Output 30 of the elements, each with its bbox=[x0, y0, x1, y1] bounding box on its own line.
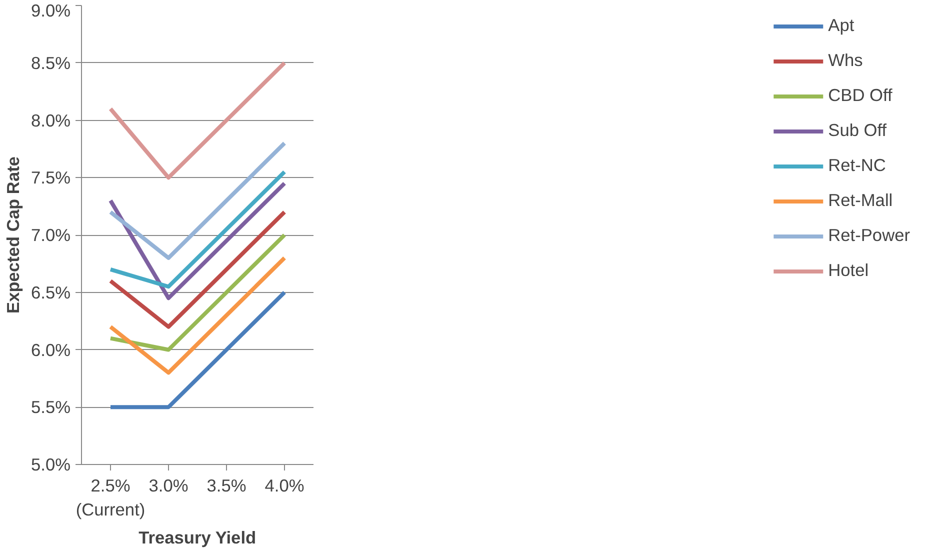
legend-label: Ret-Power bbox=[828, 225, 910, 246]
legend-label: CBD Off bbox=[828, 85, 892, 106]
y-tick-label: 7.0% bbox=[31, 225, 71, 245]
x-axis-title: Treasury Yield bbox=[138, 528, 256, 548]
line-series bbox=[108, 60, 286, 180]
y-tick-label: 6.5% bbox=[31, 282, 71, 302]
y-tick-label: 5.0% bbox=[31, 454, 71, 474]
y-tick-label: 7.5% bbox=[31, 168, 71, 188]
line-series bbox=[108, 141, 286, 260]
line-series bbox=[108, 181, 286, 300]
legend-label: Sub Off bbox=[828, 120, 887, 141]
x-tick-label: 2.5% (Current) bbox=[76, 476, 146, 520]
y-axis-title: Expected Cap Rate bbox=[3, 156, 24, 314]
line-series bbox=[108, 256, 286, 375]
legend-label: Hotel bbox=[828, 260, 869, 281]
legend-label: Whs bbox=[828, 50, 863, 71]
line-series bbox=[108, 233, 286, 352]
y-tick-label: 5.5% bbox=[31, 397, 71, 418]
line-series bbox=[108, 170, 286, 289]
legend-label: Ret-Mall bbox=[828, 190, 893, 211]
x-tick-label: 3.5% bbox=[206, 476, 246, 496]
y-tick-label: 9.0% bbox=[31, 0, 71, 20]
line-series bbox=[108, 210, 286, 329]
y-tick-label: 8.0% bbox=[31, 110, 71, 130]
x-tick-label: 4.0% bbox=[264, 476, 304, 496]
legend-label: Ret-NC bbox=[828, 155, 886, 176]
x-tick-label: 3.0% bbox=[148, 476, 188, 496]
legend-label: Apt bbox=[828, 15, 854, 36]
y-tick-label: 8.5% bbox=[31, 52, 71, 73]
y-tick-label: 6.0% bbox=[31, 340, 71, 360]
